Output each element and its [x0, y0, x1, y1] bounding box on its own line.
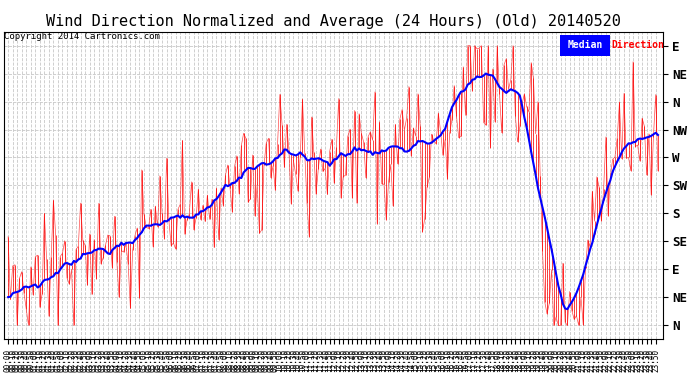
Text: Median: Median — [567, 40, 602, 50]
Text: Direction: Direction — [611, 40, 664, 50]
Title: Wind Direction Normalized and Average (24 Hours) (Old) 20140520: Wind Direction Normalized and Average (2… — [46, 14, 620, 29]
FancyBboxPatch shape — [560, 34, 610, 56]
Text: Copyright 2014 Cartronics.com: Copyright 2014 Cartronics.com — [4, 32, 160, 40]
